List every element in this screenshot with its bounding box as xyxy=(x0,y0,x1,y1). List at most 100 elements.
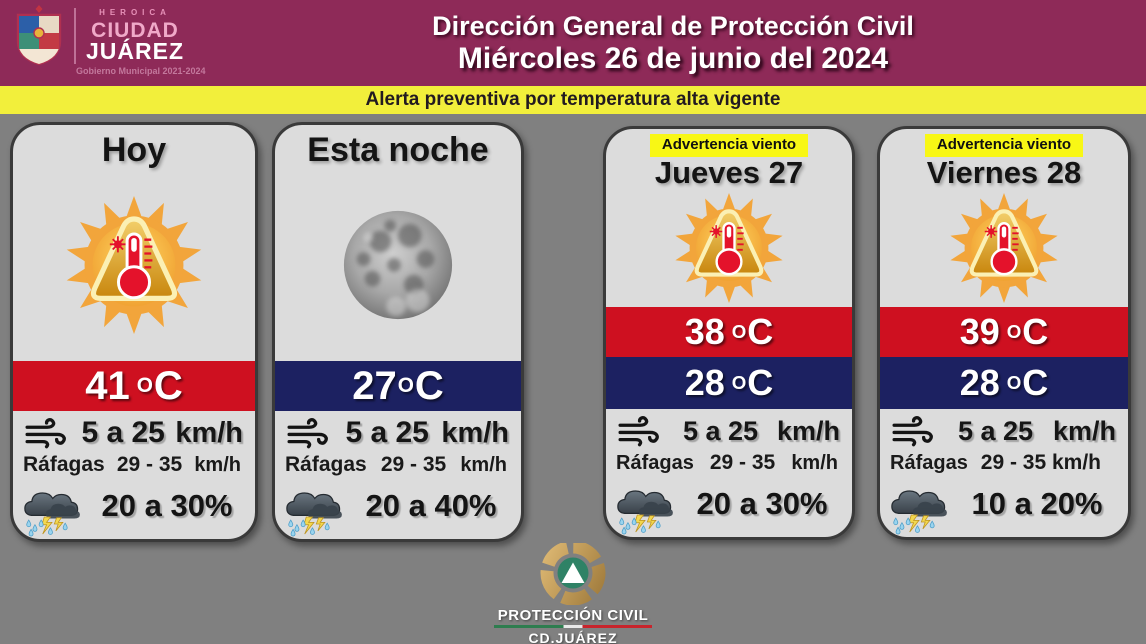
footer-city-name: CD.JUÁREZ xyxy=(528,630,618,644)
gusts-label: Ráfagas xyxy=(890,452,968,474)
rain-row: 20 a 40% xyxy=(275,477,521,539)
card-title: Hoy xyxy=(101,131,167,169)
card-title: Esta noche xyxy=(307,131,489,169)
header-titles: Dirección General de Protección Civil Mi… xyxy=(200,0,1146,86)
wind-row: 5 a 25 km/h xyxy=(13,411,255,450)
city-brand: HEROICA CIUDAD JUÁREZ xyxy=(14,5,184,67)
city-crest-logo xyxy=(16,5,62,66)
gusts-row: Ráfagas 29 - 35 km/h xyxy=(13,450,255,477)
wind-unit: km/h xyxy=(175,416,243,449)
temp-unit: C xyxy=(747,311,774,352)
wind-unit: km/h xyxy=(441,416,509,449)
forecast-card-viernes-28: Advertencia viento Viernes 28 39 O C 28 O C … xyxy=(877,126,1131,540)
storm-cloud-icon xyxy=(283,481,345,539)
gusts-value: 29 - 35 xyxy=(709,451,776,474)
temp-unit: C xyxy=(153,363,183,408)
brand-divider xyxy=(74,8,76,64)
forecast-card-esta-noche: Esta noche 27 O C 5 a 25 km/h Ráfagas 29 -… xyxy=(272,122,524,542)
card-icon-area xyxy=(880,189,1128,307)
low-temp-value: 28 xyxy=(959,362,1000,403)
gusts-label: Ráfagas xyxy=(616,452,694,474)
gusts-row: Ráfagas 29 - 35 km/h xyxy=(880,448,1128,475)
rain-probability: 10 a 20% xyxy=(971,486,1103,521)
gusts-value: 29 - 35 xyxy=(380,453,447,476)
wind-speed: 5 a 25 xyxy=(345,416,429,449)
footer-logo: PROTECCIÓN CIVIL CD.JUÁREZ xyxy=(494,543,652,644)
high-temp-value: 38 xyxy=(684,311,725,352)
high-temp-band: 39 O C xyxy=(880,307,1128,357)
brand-heroica: HEROICA xyxy=(99,8,171,17)
brand-gobierno: Gobierno Municipal 2021-2024 xyxy=(76,66,206,76)
degree-symbol: O xyxy=(136,374,153,397)
card-title: Viernes 28 xyxy=(926,154,1082,190)
alert-text: Alerta preventiva por temperatura alta v… xyxy=(365,89,781,110)
gusts-value: 29 - 35 xyxy=(116,453,183,476)
temp-unit: C xyxy=(747,362,774,403)
degree-symbol: O xyxy=(1006,372,1022,393)
gusts-row: Ráfagas 29 - 35 km/h xyxy=(275,450,521,477)
wind-speed: 5 a 25 xyxy=(957,415,1034,446)
heat-warning-sun-icon xyxy=(65,196,203,334)
card-icon-area xyxy=(13,169,255,361)
rain-row: 20 a 30% xyxy=(606,475,852,537)
page-date: Miércoles 26 de junio del 2024 xyxy=(457,41,889,75)
heat-warning-sun-icon xyxy=(674,193,784,303)
full-moon-icon xyxy=(339,206,457,324)
low-temp-band: 28 O C xyxy=(606,357,852,409)
high-temp-band: 41 O C xyxy=(13,361,255,411)
temp-unit: C xyxy=(414,363,444,408)
gusts-unit: km/h xyxy=(194,454,241,476)
wind-unit: km/h xyxy=(776,415,840,446)
degree-symbol: O xyxy=(731,372,747,393)
brand-wordmark: HEROICA CIUDAD JUÁREZ xyxy=(86,9,184,63)
wind-icon xyxy=(287,416,333,450)
low-temp-value: 27 xyxy=(352,363,397,408)
storm-cloud-icon xyxy=(21,481,83,539)
flag-divider xyxy=(494,625,652,628)
gusts-label: Ráfagas xyxy=(23,453,105,476)
footer-org-name: PROTECCIÓN CIVIL xyxy=(497,607,649,624)
rain-probability: 20 a 30% xyxy=(696,486,828,521)
wind-icon xyxy=(618,414,664,448)
gusts-value: 29 - 35 km/h xyxy=(980,451,1102,474)
storm-cloud-icon xyxy=(888,479,950,537)
wind-icon xyxy=(25,416,71,450)
storm-cloud-icon xyxy=(614,479,676,537)
wind-row: 5 a 25 km/h xyxy=(275,411,521,450)
rain-probability: 20 a 30% xyxy=(101,488,233,523)
page-title: Dirección General de Protección Civil xyxy=(432,10,914,41)
proteccion-civil-emblem xyxy=(540,543,606,605)
degree-symbol: O xyxy=(1006,321,1022,342)
degree-symbol: O xyxy=(397,374,414,397)
brand-ciudad: CIUDAD xyxy=(91,19,179,42)
wind-unit: km/h xyxy=(1052,415,1116,446)
brand-juarez: JUÁREZ xyxy=(86,38,185,64)
wind-speed: 5 a 25 xyxy=(81,416,165,449)
low-temp-value: 28 xyxy=(684,362,725,403)
temp-unit: C xyxy=(1022,311,1049,352)
wind-advisory-badge: Advertencia viento xyxy=(649,134,809,157)
heat-warning-sun-icon xyxy=(949,193,1059,303)
card-icon-area xyxy=(606,189,852,307)
high-temp-band: 38 O C xyxy=(606,307,852,357)
wind-icon xyxy=(892,414,938,448)
degree-symbol: O xyxy=(731,321,747,342)
temp-unit: C xyxy=(1022,362,1049,403)
gusts-row: Ráfagas 29 - 35 km/h xyxy=(606,448,852,475)
gusts-unit: km/h xyxy=(460,454,507,476)
wind-speed: 5 a 25 xyxy=(682,415,759,446)
alert-bar: Alerta preventiva por temperatura alta v… xyxy=(0,86,1146,114)
wind-row: 5 a 25 km/h xyxy=(880,409,1128,448)
rain-row: 20 a 30% xyxy=(13,477,255,539)
card-title: Jueves 27 xyxy=(654,154,804,190)
card-icon-area xyxy=(275,169,521,361)
high-temp-value: 39 xyxy=(959,311,1000,352)
gusts-unit: km/h xyxy=(791,452,838,474)
gusts-label: Ráfagas xyxy=(285,453,367,476)
forecast-card-hoy: Hoy 41 O C 5 a 25 km/h Ráfagas 29 - 35 km/… xyxy=(10,122,258,542)
high-temp-value: 41 xyxy=(85,363,130,408)
low-temp-band: 28 O C xyxy=(880,357,1128,409)
rain-probability: 20 a 40% xyxy=(365,488,497,523)
low-temp-band: 27 O C xyxy=(275,361,521,411)
